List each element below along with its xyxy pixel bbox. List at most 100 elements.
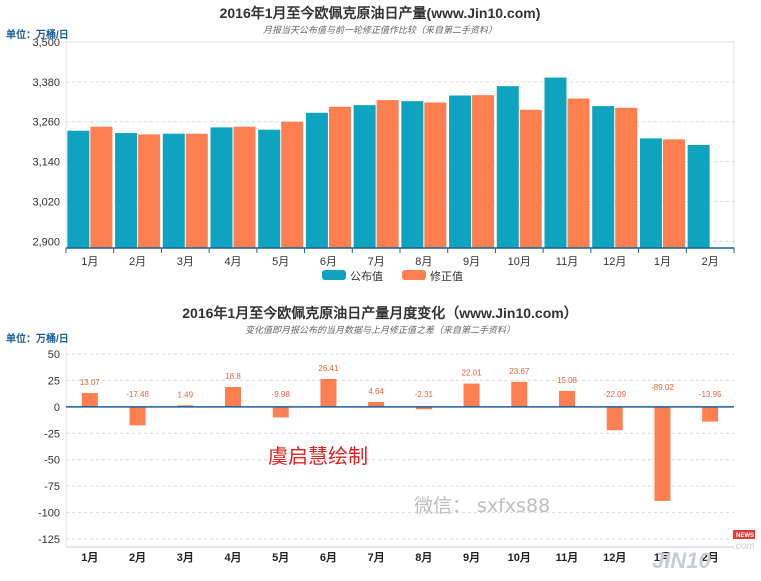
chart2-data-labels: 13.07 -17.48 1.49 18.8 -9.98 26.41 4.64 -2.31 22… (80, 364, 722, 399)
chart2-y-tick-label: -75 (44, 481, 60, 493)
chart1-x-tick-label: 2月 (702, 256, 719, 268)
chart2-x-tick-label: 1月 (81, 551, 98, 564)
chart2-x-tick-label: 6月 (320, 551, 337, 564)
bar-published (401, 101, 424, 248)
author-annotation: 虞启慧绘制 (268, 444, 368, 468)
bar-change (368, 401, 385, 407)
chart2-data-label: -2.31 (415, 390, 434, 399)
chart2-data-label: 23.67 (509, 367, 530, 376)
chart2-data-label: -17.48 (126, 390, 149, 399)
bar-published (162, 133, 185, 248)
brand-domain: .com (733, 541, 755, 552)
legend-label-published: 公布值 (350, 270, 383, 283)
chart1-y-axis: 3,500 3,380 3,260 3,140 3,020 2,900 (32, 37, 60, 248)
chart2-x-tick-label: 1月 (654, 551, 671, 564)
chart2-x-axis: 1月 2月 3月 4月 5月 6月 7月 8月 9月 10月 11月 12月 1月 2月 (81, 551, 718, 564)
bar-change (654, 406, 671, 501)
bar-revised (519, 109, 542, 249)
chart2-data-label: -13.95 (699, 390, 722, 399)
bar-change (559, 390, 575, 407)
chart2-title: 2016年1月至今欧佩克原油日产量月度变化（www.Jin10.com） (182, 305, 577, 321)
chart2-subtitle: 变化值即月报公布的当月数据与上月修正值之差（来自第二手资料） (245, 325, 515, 335)
chart2-data-label: 13.07 (80, 378, 101, 387)
legend-swatch-published (322, 270, 346, 280)
chart1-legend: 公布值 修正值 (322, 269, 463, 283)
bar-revised (567, 98, 590, 248)
bar-published (449, 95, 472, 248)
bar-revised (662, 139, 685, 248)
bar-published (115, 133, 138, 248)
bar-published (639, 138, 662, 248)
chart2-data-label: 4.64 (368, 387, 384, 396)
chart1-unit-label: 单位：万桶/日 (6, 28, 69, 41)
chart1-x-tick-label: 9月 (463, 256, 480, 268)
chart1-x-tick-label: 1月 (654, 256, 671, 268)
bar-published (592, 106, 615, 248)
chart2-bars (81, 378, 719, 501)
bar-published (67, 130, 90, 248)
chart1-x-tick-label: 5月 (272, 256, 289, 268)
bar-change (702, 406, 719, 422)
chart2-x-tick-label: 5月 (272, 551, 289, 564)
bar-change (81, 393, 98, 407)
brand-news-badge (733, 530, 755, 539)
bar-change (129, 406, 146, 426)
chart2-x-tick-label: 12月 (603, 551, 626, 564)
chart2-y-tick-label: -25 (44, 428, 60, 440)
chart2-gridlines (66, 353, 734, 540)
bar-revised (328, 106, 351, 249)
bar-revised (185, 133, 208, 248)
bar-change (511, 381, 528, 407)
chart2-data-label: -22.09 (603, 390, 626, 399)
chart2-y-tick-label: -50 (44, 455, 60, 467)
chart2-data-label: 18.8 (225, 372, 241, 381)
legend-label-revised: 修正值 (430, 269, 463, 283)
bar-change (606, 406, 623, 431)
chart2-x-tick-label: 4月 (224, 551, 241, 564)
chart1-x-axis: 1月 2月 3月 4月 5月 6月 7月 8月 9月 10月 11月 12月 1月 2月 (65, 248, 735, 268)
bar-published (258, 129, 281, 248)
bar-published (353, 105, 376, 249)
chart1-x-tick-label: 7月 (368, 256, 385, 268)
bar-published (544, 77, 567, 249)
bar-published (687, 145, 710, 248)
brand-watermark: JIN10 NEWS .com (652, 530, 755, 573)
production-chart: 2016年1月至今欧佩克原油日产量(www.Jin10.com) 月报当天公布值… (6, 5, 735, 283)
chart1-y-tick-label: 3,380 (32, 77, 60, 89)
chart2-data-label: 15.08 (557, 376, 578, 385)
chart2-unit-label: 单位：万桶/日 (6, 332, 69, 345)
chart1-x-tick-label: 10月 (508, 256, 531, 268)
chart2-y-tick-label: 25 (48, 375, 60, 387)
bar-published (305, 112, 328, 248)
chart1-bars (67, 77, 710, 249)
chart2-x-tick-label: 7月 (368, 551, 385, 564)
chart2-y-tick-label: -100 (38, 508, 60, 520)
chart2-x-tick-label: 3月 (177, 551, 194, 564)
chart1-x-tick-label: 6月 (320, 256, 337, 268)
bar-revised (472, 95, 495, 249)
chart1-y-tick-label: 3,500 (32, 37, 60, 49)
wechat-annotation: 微信： sxfxs88 (414, 495, 550, 517)
bar-revised (138, 134, 161, 248)
chart2-x-tick-label: 2月 (702, 551, 719, 564)
chart1-x-tick-label: 11月 (556, 256, 578, 268)
bar-change (320, 378, 337, 407)
bar-change (463, 383, 480, 407)
legend-swatch-revised (402, 270, 426, 280)
bar-change (177, 405, 194, 407)
chart2-x-tick-label: 11月 (556, 551, 579, 564)
chart2-data-label: 1.49 (177, 390, 193, 399)
chart1-title: 2016年1月至今欧佩克原油日产量(www.Jin10.com) (220, 5, 541, 21)
change-chart: 2016年1月至今欧佩克原油日产量月度变化（www.Jin10.com） 变化值… (6, 305, 734, 564)
chart1-y-tick-label: 2,900 (32, 236, 60, 248)
chart2-data-label: 26.41 (318, 364, 339, 373)
chart2-y-axis: 50 25 0 -25 -50 -75 -100 -125 (38, 349, 60, 546)
bar-revised (90, 126, 113, 248)
bar-change (272, 406, 289, 418)
brand-logo-text: JIN10 (652, 548, 711, 573)
bar-published (496, 86, 519, 248)
chart1-y-tick-label: 3,020 (32, 196, 60, 208)
chart1-x-tick-label: 1月 (81, 256, 98, 268)
chart2-data-label: -89.02 (651, 383, 674, 392)
